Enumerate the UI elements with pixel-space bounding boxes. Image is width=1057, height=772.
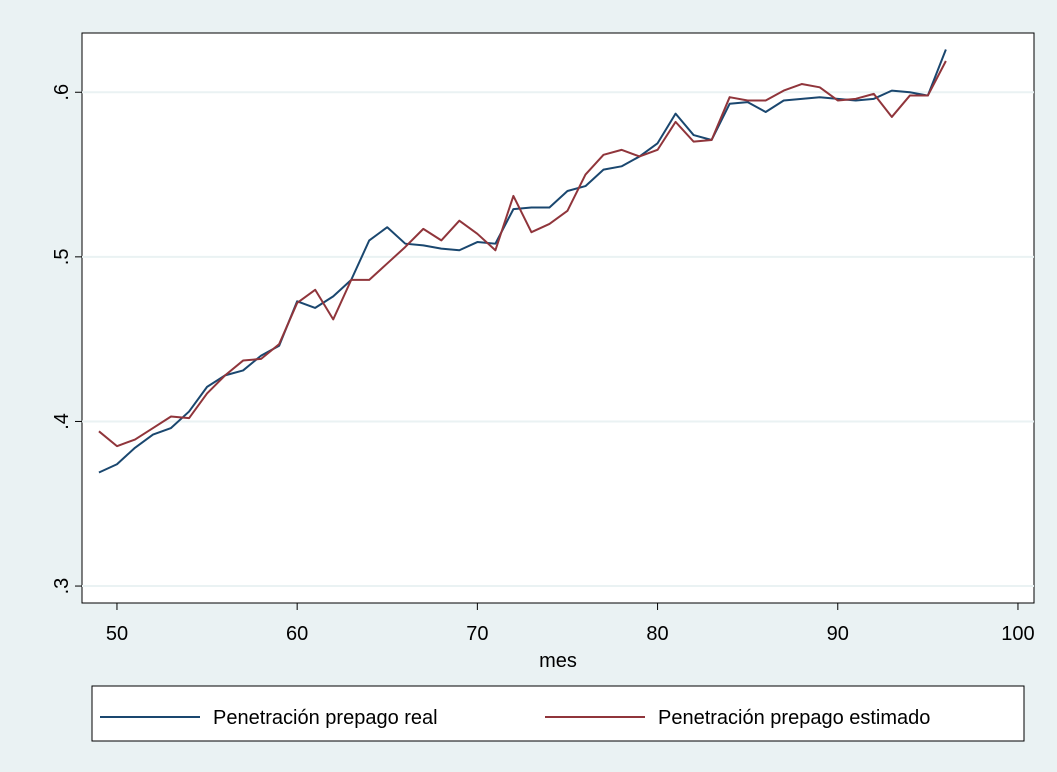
x-tick-label: 60 xyxy=(286,623,308,645)
legend-label: Penetración prepago real xyxy=(213,707,438,729)
y-tick-label: .4 xyxy=(51,413,73,430)
y-tick-label: .3 xyxy=(51,578,73,595)
series-line xyxy=(98,49,947,474)
x-tick-label: 70 xyxy=(466,623,488,645)
y-tick-label: .6 xyxy=(51,84,73,101)
legend-box xyxy=(91,685,1025,742)
series-line xyxy=(98,60,947,448)
x-tick-label: 100 xyxy=(1001,623,1034,645)
x-axis-label: mes xyxy=(539,650,577,672)
x-tick-label: 80 xyxy=(646,623,668,645)
y-tick-label: .5 xyxy=(51,249,73,266)
x-tick-label: 90 xyxy=(827,623,849,645)
x-tick-label: 50 xyxy=(106,623,128,645)
plot-area xyxy=(81,32,1035,604)
legend-label: Penetración prepago estimado xyxy=(658,707,930,729)
